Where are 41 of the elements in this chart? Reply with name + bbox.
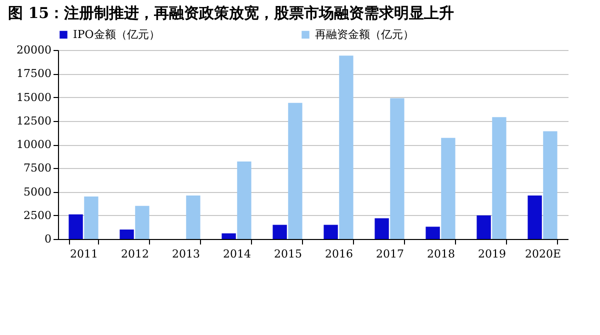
bar xyxy=(339,56,354,239)
bar xyxy=(135,206,150,239)
x-tick-label: 2017 xyxy=(376,248,404,260)
x-tick-label: 2012 xyxy=(121,248,149,260)
bar xyxy=(68,214,83,239)
bar xyxy=(476,215,491,239)
x-tick-label: 2019 xyxy=(478,248,506,260)
bar xyxy=(390,98,404,239)
bar xyxy=(324,224,338,239)
bar xyxy=(528,196,542,239)
x-tick-label: 2018 xyxy=(427,248,455,260)
x-tick-label: 2011 xyxy=(70,248,98,260)
bar xyxy=(374,218,389,239)
bar xyxy=(426,226,440,239)
chart-title: 图 15：注册制推进，再融资政策放宽，股票市场融资需求明显上升 xyxy=(8,4,454,22)
y-tick-label: 10000 xyxy=(16,138,52,151)
bar xyxy=(186,196,200,239)
bar xyxy=(543,131,558,239)
bar xyxy=(222,233,236,239)
y-tick-label: 0 xyxy=(44,232,52,246)
bar xyxy=(272,224,287,239)
bar xyxy=(441,138,456,239)
y-tick-label: 5000 xyxy=(24,185,52,198)
bar xyxy=(120,230,134,239)
y-tick-label: 15000 xyxy=(16,90,52,104)
x-tick-label: 2015 xyxy=(274,248,302,260)
legend-label: IPO金额（亿元） xyxy=(73,28,160,41)
y-tick-label: 17500 xyxy=(16,67,52,80)
x-tick-label: 2013 xyxy=(172,248,200,260)
legend-label: 再融资金额（亿元） xyxy=(315,28,414,41)
y-tick-label: 7500 xyxy=(24,162,52,175)
bar xyxy=(492,117,506,239)
y-tick-label: 20000 xyxy=(16,44,52,56)
bar xyxy=(84,196,98,239)
x-tick-label: 2014 xyxy=(223,248,251,260)
bar xyxy=(237,162,252,239)
bar xyxy=(288,102,302,239)
y-tick-label: 12500 xyxy=(16,114,52,128)
y-tick-label: 2500 xyxy=(24,208,52,222)
x-tick-label: 2020E xyxy=(524,248,562,260)
x-tick-label: 2016 xyxy=(325,248,353,260)
